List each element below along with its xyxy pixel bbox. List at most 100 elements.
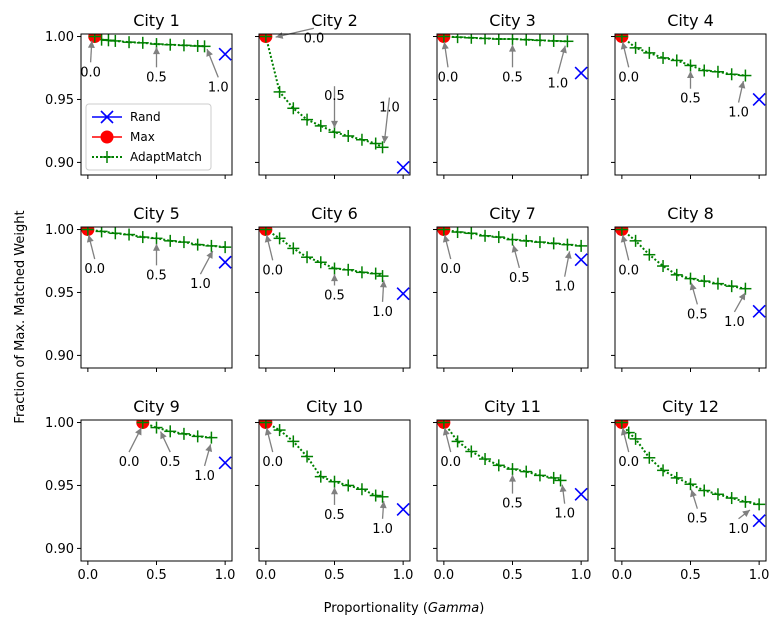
panel-city-1-annotation-label-0: 0.0 bbox=[80, 65, 101, 80]
panel-city-12-annotation-label-0: 0.0 bbox=[618, 455, 639, 470]
panel-city-10-annotation-label-1: 0.5 bbox=[324, 508, 345, 523]
panel-city-8-adapt-point-5 bbox=[684, 272, 697, 285]
panel-city-8-annotation-arrowhead-0 bbox=[620, 235, 628, 243]
panel-city-5-data bbox=[81, 227, 232, 269]
panel-city-10-rand-point bbox=[396, 502, 410, 516]
panel-city-12-adapt-point-8 bbox=[711, 488, 724, 501]
panel-city-11-annotation-label-1: 0.5 bbox=[502, 497, 523, 512]
panel-city-5-annotation-arrowhead-0 bbox=[86, 234, 94, 243]
panel-city-11-adapt-point-5 bbox=[506, 463, 519, 476]
panel-city-4-title: City 4 bbox=[667, 11, 714, 30]
panel-city-7: City 7 0.0 0.5 1.0 bbox=[433, 204, 589, 372]
panel-city-7-rand-point bbox=[574, 253, 588, 267]
panel-city-1-data bbox=[88, 34, 232, 61]
panel-city-3-title: City 3 bbox=[489, 11, 536, 30]
panel-city-6: City 6 0.0 0.5 1.0 bbox=[255, 204, 411, 372]
panel-city-1-rand-point bbox=[218, 47, 232, 61]
panel-city-4-data bbox=[615, 34, 766, 107]
panel-city-9-adapt-line bbox=[142, 421, 212, 439]
panel-city-10-xtick-label-0: 0.0 bbox=[256, 568, 277, 583]
panel-city-6-adapt-point-2 bbox=[287, 242, 300, 255]
panel-city-1-annotation-arrowhead-2 bbox=[206, 49, 213, 57]
panel-city-7-annotation-arrowhead-2 bbox=[564, 251, 572, 259]
panel-city-5-adapt-point-9 bbox=[205, 239, 218, 252]
panel-city-6-adapt-point-1 bbox=[273, 232, 286, 245]
panel-city-2-adapt-point-1 bbox=[273, 85, 286, 98]
panel-city-10-adapt-point-6 bbox=[342, 479, 355, 492]
panel-city-8-annotation-label-1: 0.5 bbox=[687, 307, 708, 322]
panel-city-1-annotation-arrowhead-1 bbox=[153, 47, 160, 55]
panel-city-11-max-overlay-plus bbox=[437, 420, 450, 429]
panel-city-6-adapt-point-4 bbox=[314, 256, 327, 269]
panel-city-12-adapt-point-11 bbox=[753, 498, 766, 511]
panel-city-6-adapt-point-3 bbox=[301, 251, 314, 264]
panel-city-7-adapt-point-8 bbox=[547, 237, 560, 250]
panel-city-5-adapt-point-6 bbox=[164, 234, 177, 247]
panels-group: City 1 0.90 0.95 1.00 0.0 0.5 1.0 Rand Max AdaptM… bbox=[45, 11, 769, 583]
panel-city-12-frame bbox=[614, 419, 767, 562]
x-axis-label-prefix: Proportionality ( bbox=[324, 601, 428, 616]
panel-city-1-adapt-point-10 bbox=[198, 40, 211, 53]
panel-city-1-ytick-label-2: 1.00 bbox=[45, 30, 74, 45]
panel-city-7-adapt-point-5 bbox=[506, 233, 519, 246]
panel-city-2-annotation-arrowhead-0 bbox=[275, 32, 284, 39]
panel-city-12-annotation-arrowhead-2 bbox=[742, 510, 750, 517]
panel-city-1-adapt-point-7 bbox=[164, 38, 177, 51]
panel-city-4-adapt-point-8 bbox=[725, 68, 738, 81]
panel-city-3-annotation-label-0: 0.0 bbox=[438, 70, 459, 85]
panel-city-10-data bbox=[259, 420, 410, 516]
panel-city-1-rand-point-stroke-b bbox=[218, 47, 232, 61]
panel-city-5-adapt-point-4 bbox=[136, 231, 149, 244]
panel-city-8-annotation-arrowhead-1 bbox=[689, 282, 697, 291]
panel-city-2: City 20.0 0.5 1.0 bbox=[255, 11, 411, 179]
x-axis-label: Proportionality (Gamma) bbox=[324, 601, 485, 616]
panel-city-5-ytick-label-2: 1.00 bbox=[45, 223, 74, 238]
x-axis-label-suffix: ) bbox=[479, 601, 484, 616]
panel-city-11-xtick-label-1: 0.5 bbox=[502, 568, 523, 583]
panel-city-4-annotation-label-2: 1.0 bbox=[728, 106, 749, 121]
panel-city-9-annotation-label-0: 0.0 bbox=[119, 455, 140, 470]
panel-city-10-adapt-point-9 bbox=[376, 490, 389, 503]
panel-city-5-ytick-label-1: 0.95 bbox=[45, 286, 74, 301]
panel-city-8-adapt-point-2 bbox=[643, 248, 656, 261]
panel-city-3-adapt-line bbox=[443, 35, 568, 43]
panel-city-8-adapt-point-1 bbox=[629, 234, 642, 247]
panel-city-5-adapt-point-2 bbox=[109, 227, 122, 240]
panel-city-1-annotation-label-2: 1.0 bbox=[208, 80, 229, 95]
panel-city-12-annotation-label-1: 0.5 bbox=[687, 512, 708, 527]
legend-label-rand: Rand bbox=[130, 110, 161, 124]
panel-city-10-adapt-line bbox=[265, 421, 383, 498]
panel-city-5-max-overlay-plus bbox=[81, 227, 94, 236]
panel-city-11-annotation-label-0: 0.0 bbox=[440, 455, 461, 470]
panel-city-7-title: City 7 bbox=[489, 204, 536, 223]
panel-city-4-max-overlay-plus bbox=[615, 34, 628, 43]
panel-city-3-adapt-point-7 bbox=[533, 34, 546, 47]
panel-city-5-annotation-arrowhead-1 bbox=[153, 243, 160, 251]
panel-city-2-annotation-label-2: 1.0 bbox=[379, 101, 400, 116]
panel-city-10-frame bbox=[258, 419, 411, 562]
panel-city-5-annotation-arrowhead-2 bbox=[206, 251, 213, 259]
panel-city-12-xtick-label-0: 0.0 bbox=[612, 568, 633, 583]
panel-city-3-adapt-point-6 bbox=[520, 34, 533, 46]
panel-city-3-rand-point-stroke-b bbox=[574, 66, 588, 80]
panel-city-12-annotation-arrowhead-1 bbox=[690, 489, 697, 498]
panel-city-10: City 10 0.0 0.5 1.0 0.0 0.5 1.0 bbox=[255, 397, 413, 583]
panel-city-1-title: City 1 bbox=[133, 11, 180, 30]
panel-city-6-adapt-point-6 bbox=[342, 263, 355, 276]
panel-city-3-annotation-arrowhead-0 bbox=[441, 42, 449, 50]
panel-city-9-xtick-label-0: 0.0 bbox=[78, 568, 99, 583]
panel-city-12-xtick-label-2: 1.0 bbox=[749, 568, 770, 583]
panel-city-1-adapt-point-5 bbox=[136, 36, 149, 49]
panel-city-5-frame bbox=[80, 226, 233, 369]
panel-city-7-max-overlay-plus bbox=[437, 227, 450, 236]
panel-city-1-adapt-point-8 bbox=[177, 39, 190, 52]
panel-city-10-annotation-arrowhead-2 bbox=[379, 501, 387, 509]
panel-city-8-adapt-point-4 bbox=[670, 268, 683, 281]
panel-city-8-adapt-point-7 bbox=[711, 277, 724, 290]
panel-city-4-rand-point bbox=[752, 92, 766, 107]
panel-city-10-title: City 10 bbox=[306, 397, 363, 416]
panel-city-7-annotation-label-1: 0.5 bbox=[509, 271, 530, 286]
panel-city-2-data bbox=[259, 34, 410, 175]
panel-city-3-adapt-point-5 bbox=[506, 34, 519, 46]
panel-city-6-annotation-arrowhead-1 bbox=[331, 274, 338, 282]
